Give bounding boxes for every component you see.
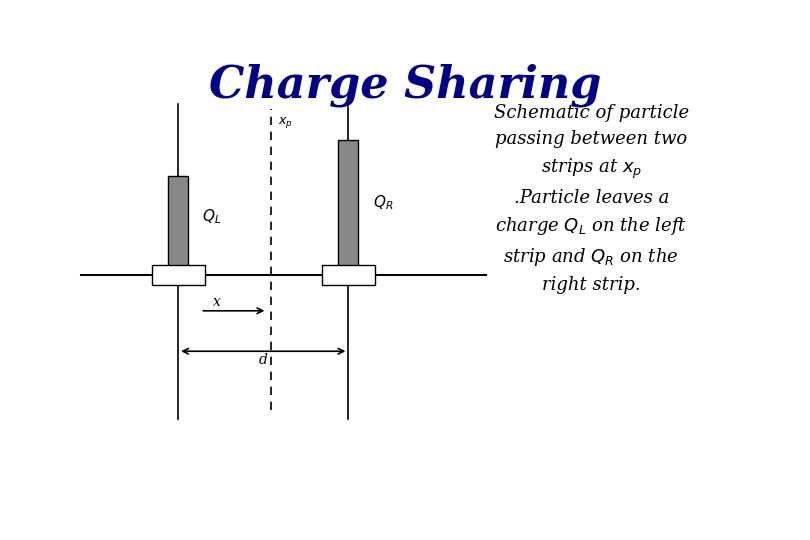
Bar (168, 176, 188, 275)
Text: x: x (213, 294, 220, 308)
Bar (322, 265, 374, 285)
Text: Charge Sharing: Charge Sharing (209, 64, 601, 107)
Text: 18/11/2004
19/11/2004: 18/11/2004 19/11/2004 (32, 505, 104, 535)
Text: $Q_L$: $Q_L$ (202, 207, 222, 226)
Text: $x_p$: $x_p$ (278, 116, 292, 130)
Text: Semiconductor Detectors for Particle Physics:
Lecture 3: Semiconductor Detectors for Particle Phy… (8, 11, 262, 34)
Bar (339, 140, 358, 275)
Text: $Q_R$: $Q_R$ (373, 194, 393, 212)
Text: Schematic of particle
passing between two
strips at $x_p$
.Particle leaves a
cha: Schematic of particle passing between tw… (494, 104, 688, 294)
Text: T. Bowcock: T. Bowcock (370, 513, 440, 526)
Text: d: d (259, 354, 267, 368)
Bar (152, 265, 204, 285)
